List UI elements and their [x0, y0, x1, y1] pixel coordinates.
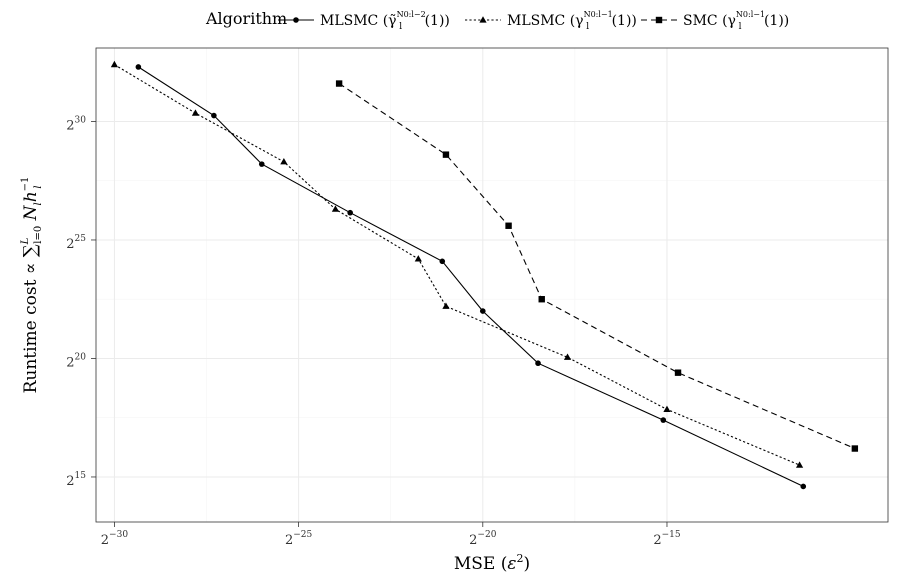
legend: Algorithm MLSMC (γ̃N0:l−2 l (1)) MLSMC (γN0…	[205, 9, 789, 32]
data-point	[442, 302, 450, 309]
data-point	[535, 360, 541, 367]
y-axis-label: Runtime cost ∝ ∑L l=0 Nlh−1 l	[20, 177, 44, 394]
legend-label: MLSMC (γN0:l−1 l (1))	[507, 10, 637, 32]
series-line	[338, 83, 856, 450]
legend-title: Algorithm	[205, 9, 287, 28]
plot-panel	[95, 47, 889, 523]
legend-label: MLSMC (γ̃N0:l−2 l (1))	[320, 10, 450, 32]
legend-key-marker	[655, 16, 663, 24]
data-point	[335, 80, 343, 87]
legend-entry-2: MLSMC (γN0:l−1 l (1))	[465, 10, 637, 32]
data-point	[191, 109, 200, 116]
data-point	[347, 209, 353, 216]
series-line	[114, 64, 800, 466]
x-tick-label: 2−25	[285, 530, 313, 548]
data-point	[110, 60, 119, 68]
data-point	[800, 483, 807, 490]
x-axis: 2−30 2−25 2−20 2−15	[101, 522, 681, 548]
data-point	[538, 296, 545, 303]
x-axis-label: MSE (ε2)	[454, 552, 530, 574]
series-layer	[110, 60, 859, 490]
data-point	[135, 64, 142, 70]
legend-key-marker	[293, 17, 299, 23]
x-tick-label: 2−15	[653, 530, 681, 548]
y-tick-label: 225	[66, 234, 86, 252]
y-axis: 215 220 225 230	[66, 115, 96, 489]
x-tick-label: 2−20	[469, 530, 497, 548]
data-point	[331, 205, 340, 212]
series-1	[135, 64, 807, 490]
series-2	[110, 60, 804, 468]
data-point	[795, 461, 804, 468]
data-point	[663, 405, 671, 413]
data-point	[505, 222, 512, 229]
y-tick-label: 230	[66, 115, 86, 133]
data-point	[674, 369, 682, 376]
legend-key-marker	[479, 16, 487, 23]
data-point	[442, 151, 450, 158]
grid	[96, 48, 888, 522]
data-point	[414, 255, 422, 262]
data-point	[563, 353, 572, 360]
data-point	[660, 417, 667, 423]
y-tick-label: 220	[66, 352, 86, 370]
svg-text:Runtime cost ∝ ∑Ll=0 Nlh−1l: Runtime cost ∝ ∑L l=0 Nlh−1 l	[20, 177, 44, 394]
data-point	[851, 445, 859, 452]
data-point	[439, 258, 446, 265]
x-tick-label: 2−30	[101, 530, 129, 548]
legend-entry-3: SMC (γN0:l−1 l (1))	[641, 10, 789, 32]
series-3	[335, 80, 859, 452]
data-point	[280, 157, 288, 165]
data-point	[479, 308, 486, 314]
y-tick-label: 215	[66, 471, 86, 489]
legend-label: SMC (γN0:l−1 l (1))	[683, 10, 789, 32]
data-point	[258, 161, 265, 167]
series-line	[138, 66, 804, 487]
legend-entry-1: MLSMC (γ̃N0:l−2 l (1))	[278, 10, 450, 32]
data-point	[211, 112, 217, 119]
